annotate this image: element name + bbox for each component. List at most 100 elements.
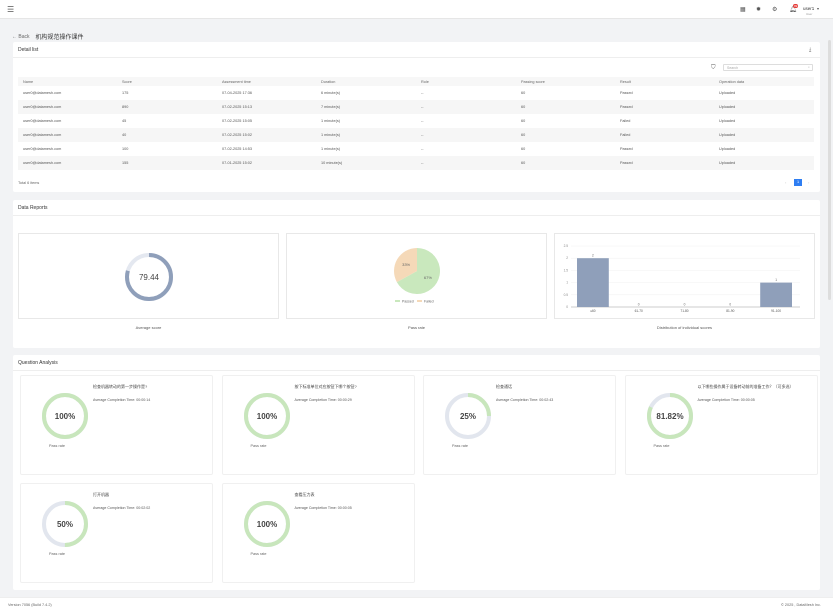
notification-badge: 99	[793, 4, 799, 8]
question-title: 查看压力表	[294, 492, 315, 497]
y-tick-label: 1.5	[564, 268, 569, 272]
question-title: 以下哪些操作属于设备转动前的准备工作？（可多选）	[697, 384, 794, 389]
bar-0	[577, 258, 609, 307]
table-cell: 7 minute(s)	[321, 105, 340, 109]
page-title: 机构规范操作课件	[35, 35, 84, 41]
x-tick-label: 81-90	[726, 309, 734, 313]
table-cell: 07-02-2025 15:05	[222, 119, 252, 123]
question-card: 查看压力表 Average Completion Time: 00:00:05 Pa…	[221, 483, 415, 583]
pass-rate-ring: 81.82%	[646, 393, 693, 439]
average-score-gauge: 79.44	[125, 253, 173, 301]
pass-rate-value: 100%	[55, 412, 75, 421]
breadcrumb: ← Back 机构规范操作课件	[12, 32, 84, 42]
average-score-caption: Average score	[135, 325, 162, 330]
pass-rate-ring: 25%	[445, 393, 491, 439]
table-row[interactable]: user0@datamesh.com 40 07-02-2025 15:02 1 mi…	[18, 128, 814, 142]
detail-list-card: Detail list ⤓ ⛉ Search ⌕ Name Score Assess…	[13, 42, 820, 192]
pass-rate-ring: 50%	[42, 501, 88, 547]
legend-label: Passed	[402, 300, 414, 304]
pass-rate-caption: Pass rate	[408, 325, 425, 330]
y-tick-label: 0.5	[564, 293, 569, 297]
table-cell: Uploaded	[719, 161, 736, 165]
y-tick-label: 0	[566, 305, 568, 309]
table-row[interactable]: user0@datamesh.com 155 07-01-2025 15:02 10 …	[18, 156, 814, 170]
next-page-button[interactable]: ›	[808, 180, 810, 185]
search-icon: ⌕	[808, 65, 810, 69]
column-header[interactable]: Result	[620, 79, 631, 84]
prev-page-button[interactable]: ‹	[785, 180, 787, 185]
ring-progress	[42, 501, 88, 547]
footer: Version 7056 (Build 7.4.2) © 2025 , Data…	[0, 597, 833, 612]
pie-slice-failed	[394, 248, 417, 283]
question-card: 检查通话 Average Completion Time: 00:02:43 Pas…	[423, 375, 616, 475]
average-completion-time: Average Completion Time: 00:00:05	[294, 506, 352, 510]
x-tick-label: 91-100	[771, 309, 781, 313]
question-title: 检查通话	[496, 384, 512, 389]
grid-icon[interactable]: ▦	[740, 7, 746, 13]
legend-swatch	[395, 300, 400, 302]
bell-icon[interactable]: 🔔︎	[789, 7, 797, 13]
column-header[interactable]: Operation data	[719, 79, 745, 84]
ring-progress	[646, 393, 693, 439]
column-header[interactable]: Duration	[321, 79, 336, 84]
average-score-panel: 79.44	[18, 233, 279, 319]
sun-icon[interactable]: ✹	[756, 7, 762, 13]
question-analysis-card: Question Analysis 检查机器转动的第一步操作是? Average …	[13, 355, 820, 590]
pass-rate-ring: 100%	[243, 501, 290, 547]
table-cell: 1 minute(s)	[321, 133, 340, 137]
question-card: 打开机器 Average Completion Time: 00:02:02 Pas…	[20, 483, 213, 583]
x-tick-label: 71-80	[680, 309, 688, 313]
back-label: Back	[18, 33, 30, 40]
pass-rate-value: 100%	[256, 412, 276, 421]
bar-value-label: 0	[638, 303, 640, 307]
data-reports-title: Data Reports	[18, 205, 48, 211]
pass-rate-label: Pass rate	[452, 444, 469, 448]
back-button[interactable]: ← Back	[12, 33, 30, 40]
chevron-down-icon[interactable]: ▾	[817, 6, 820, 11]
table-row[interactable]: user0@datamesh.com 175 07-04-2025 17:36 6 m…	[18, 86, 814, 100]
y-tick-label: 2.5	[564, 244, 569, 248]
average-completion-time: Average Completion Time: 00:02:43	[496, 398, 554, 402]
bar-value-label: 0	[729, 303, 731, 307]
table-cell: 07-02-2025 14:53	[222, 147, 252, 151]
question-card: 检查机器转动的第一步操作是? Average Completion Time: 0…	[20, 375, 213, 475]
average-completion-time: Average Completion Time: 00:02:02	[93, 506, 151, 510]
user-name[interactable]: user1	[803, 6, 815, 11]
distribution-bar-chart: 0 0.5 1 1.5 2 2.5 2 ≤60 0 61-70 0 71-80 0 81-90 1 91-10…	[564, 244, 800, 313]
scrollbar[interactable]	[828, 40, 831, 300]
settings-icon[interactable]: ⚙	[772, 7, 778, 13]
table-cell: 175	[122, 91, 129, 95]
filter-icon[interactable]: ⛉	[711, 65, 716, 71]
version-text: Version 7056 (Build 7.4.2)	[8, 603, 52, 607]
table-row[interactable]: user0@datamesh.com 100 07-02-2025 14:53 1 m…	[18, 142, 814, 156]
column-header[interactable]: Name	[23, 79, 34, 84]
detail-table: Name Score Assessment time Duration Role Pass…	[18, 77, 814, 170]
table-cell: Uploaded	[719, 133, 736, 137]
table-cell: 1 minute(s)	[321, 119, 340, 123]
page-1-button[interactable]: 1	[794, 179, 802, 186]
column-header[interactable]: Assessment time	[222, 79, 251, 84]
table-cell: Uploaded	[719, 105, 736, 109]
column-header[interactable]: Role	[421, 79, 429, 84]
search-input[interactable]: Search ⌕	[723, 64, 813, 71]
column-header[interactable]: Score	[122, 79, 132, 84]
pass-rate-ring: 100%	[243, 393, 290, 439]
legend-label: Failed	[424, 300, 434, 304]
table-row[interactable]: user0@datamesh.com 45 07-02-2025 15:05 1 mi…	[18, 114, 814, 128]
table-cell: 60	[521, 105, 526, 109]
table-cell: user0@datamesh.com	[23, 161, 62, 165]
question-title: 打开机器	[93, 492, 109, 497]
table-header: Name Score Assessment time Duration Role Pass…	[18, 77, 814, 86]
table-row[interactable]: user0@datamesh.com 890 07-02-2025 15:13 7 m…	[18, 100, 814, 114]
pass-rate-ring: 100%	[42, 393, 88, 439]
download-icon[interactable]: ⤓	[809, 47, 812, 53]
average-score-value: 79.44	[139, 273, 160, 282]
table-cell: 07-02-2025 15:02	[222, 133, 252, 137]
x-tick-label: 61-70	[635, 309, 643, 313]
bar-value-label: 1	[775, 278, 777, 282]
pass-rate-panel: 67% 33% Passed Failed	[286, 233, 547, 319]
menu-icon[interactable]: ☰	[7, 5, 15, 14]
pie-label: 67%	[424, 275, 432, 280]
column-header[interactable]: Passing score	[521, 79, 545, 84]
table-cell: 10 minute(s)	[321, 161, 343, 165]
